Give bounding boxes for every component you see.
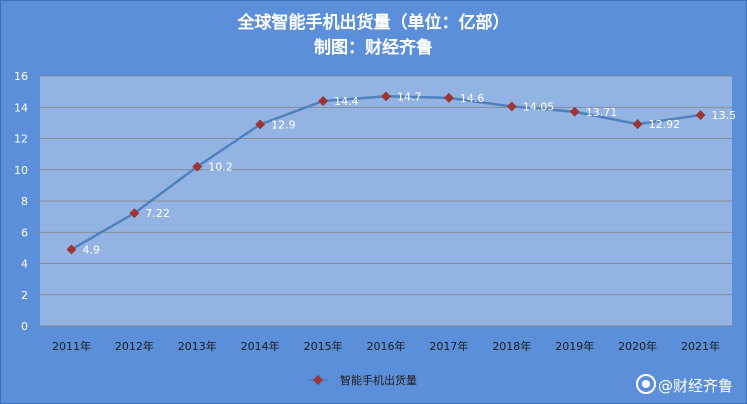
x-tick-label: 2021年	[681, 339, 720, 353]
data-label: 12.92	[649, 118, 681, 131]
data-point	[569, 106, 580, 117]
data-label: 13.71	[586, 106, 618, 119]
y-tick-label: 0	[21, 320, 28, 333]
x-tick-label: 2020年	[618, 339, 657, 353]
x-tick-label: 2013年	[178, 339, 217, 353]
x-tick-label: 2012年	[115, 339, 154, 353]
legend-marker	[313, 375, 323, 385]
chart-title-block: 全球智能手机出货量（单位：亿部） 制图：财经齐鲁	[0, 11, 747, 61]
data-label: 14.6	[460, 92, 485, 105]
data-point	[632, 119, 643, 130]
data-label: 14.7	[397, 90, 422, 103]
x-tick-label: 2018年	[492, 339, 531, 353]
data-label: 14.4	[334, 95, 359, 108]
x-tick-label: 2016年	[367, 339, 406, 353]
legend-label: 智能手机出货量	[340, 373, 417, 387]
y-tick-label: 8	[21, 195, 28, 208]
x-tick-label: 2019年	[555, 339, 594, 353]
y-tick-label: 14	[14, 101, 28, 114]
data-point	[192, 161, 203, 172]
data-point	[695, 110, 706, 121]
data-label: 4.9	[82, 243, 100, 256]
watermark: @财经齐鲁	[635, 374, 733, 396]
y-tick-label: 2	[21, 289, 28, 302]
y-tick-label: 10	[14, 164, 28, 177]
watermark-text: @财经齐鲁	[657, 377, 733, 395]
weibo-logo-icon	[635, 374, 656, 394]
x-tick-label: 2015年	[304, 339, 343, 353]
data-label: 12.9	[271, 118, 296, 131]
y-tick-label: 12	[14, 133, 28, 146]
y-tick-label: 6	[21, 226, 28, 239]
data-point	[66, 244, 77, 255]
data-label: 7.22	[145, 207, 170, 220]
x-tick-label: 2014年	[241, 339, 280, 353]
data-label: 13.5	[712, 109, 737, 122]
data-label: 14.05	[523, 100, 555, 113]
x-tick-label: 2017年	[429, 339, 468, 353]
chart-subtitle: 制图：财经齐鲁	[314, 38, 433, 58]
y-tick-label: 4	[21, 258, 28, 271]
chart-title: 全球智能手机出货量（单位：亿部）	[237, 13, 510, 33]
data-label: 10.2	[208, 161, 233, 174]
x-tick-label: 2011年	[52, 339, 91, 353]
y-tick-label: 16	[14, 70, 28, 83]
data-point	[129, 208, 140, 219]
